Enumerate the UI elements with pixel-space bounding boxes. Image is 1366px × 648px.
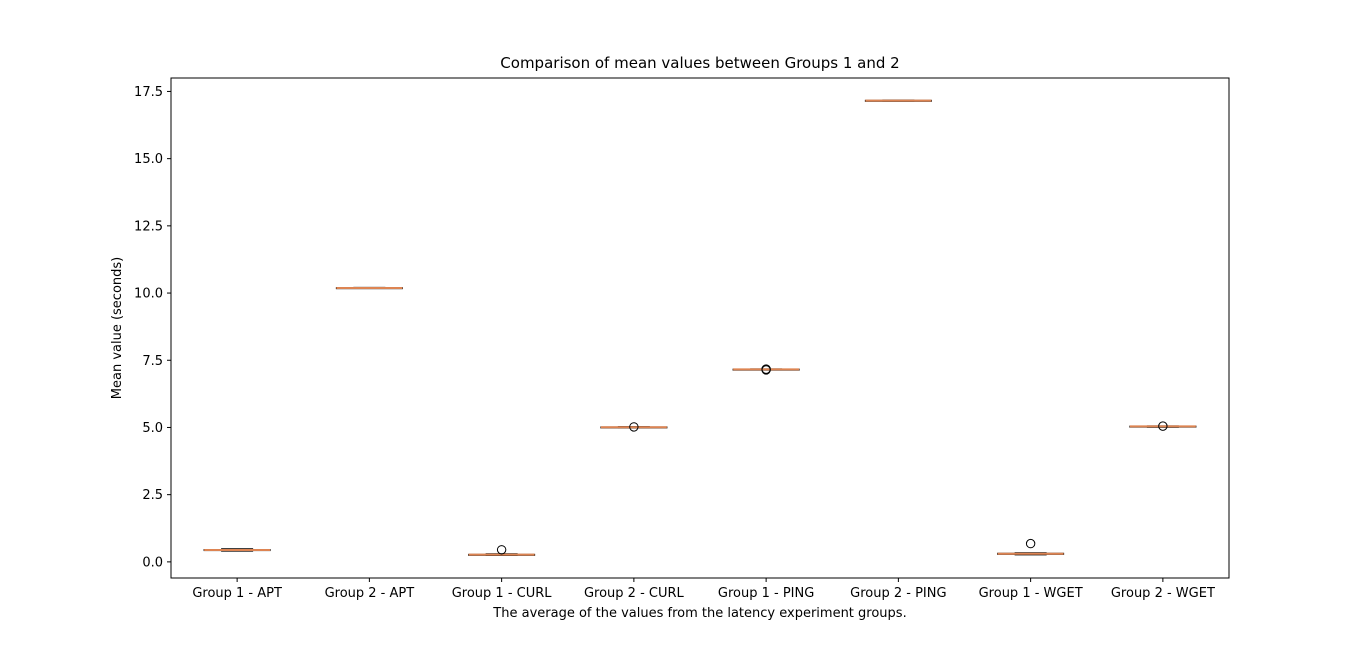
x-tick-label: Group 2 - WGET <box>1111 586 1215 601</box>
y-tick-label: 2.5 <box>142 488 163 503</box>
box-group <box>468 545 536 556</box>
chart-title: Comparison of mean values between Groups… <box>500 54 899 72</box>
outlier-point <box>1158 421 1168 431</box>
box-group <box>600 422 668 432</box>
x-tick-label: Group 2 - CURL <box>584 586 685 601</box>
x-tick-label: Group 2 - APT <box>325 586 415 601</box>
box-group <box>997 538 1065 556</box>
y-tick-label: 5.0 <box>142 421 163 436</box>
box-group <box>1129 421 1197 431</box>
x-tick-label: Group 2 - PING <box>850 586 946 601</box>
y-tick-label: 17.5 <box>134 85 163 100</box>
outlier-point <box>496 545 507 555</box>
x-tick-label: Group 1 - APT <box>192 586 282 601</box>
box-group <box>864 99 932 102</box>
y-tick-label: 10.0 <box>134 287 163 302</box>
outlier-point <box>1025 538 1036 549</box>
x-tick-label: Group 1 - PING <box>718 586 814 601</box>
outlier-point <box>629 422 639 432</box>
x-axis-title: The average of the values from the laten… <box>492 606 906 621</box>
box-group <box>732 364 800 375</box>
y-axis: 0.0 2.5 5.0 7.5 10.0 12.5 15.0 17.5 <box>134 85 171 570</box>
x-tick-label: Group 1 - CURL <box>452 586 553 601</box>
x-tick-label: Group 1 - WGET <box>979 586 1083 601</box>
x-axis: Group 1 - APT Group 2 - APT Group 1 - CURL… <box>192 578 1215 601</box>
outlier-point <box>761 364 771 374</box>
y-tick-label: 15.0 <box>134 152 163 167</box>
y-tick-label: 12.5 <box>134 219 163 234</box>
y-axis-title: Mean value (seconds) <box>110 257 125 399</box>
box-group <box>203 548 271 552</box>
plot-area <box>203 99 1197 556</box>
y-tick-label: 0.0 <box>142 555 163 570</box>
box-group <box>335 286 403 290</box>
axes-frame <box>170 77 1230 579</box>
y-tick-label: 7.5 <box>142 354 163 369</box>
